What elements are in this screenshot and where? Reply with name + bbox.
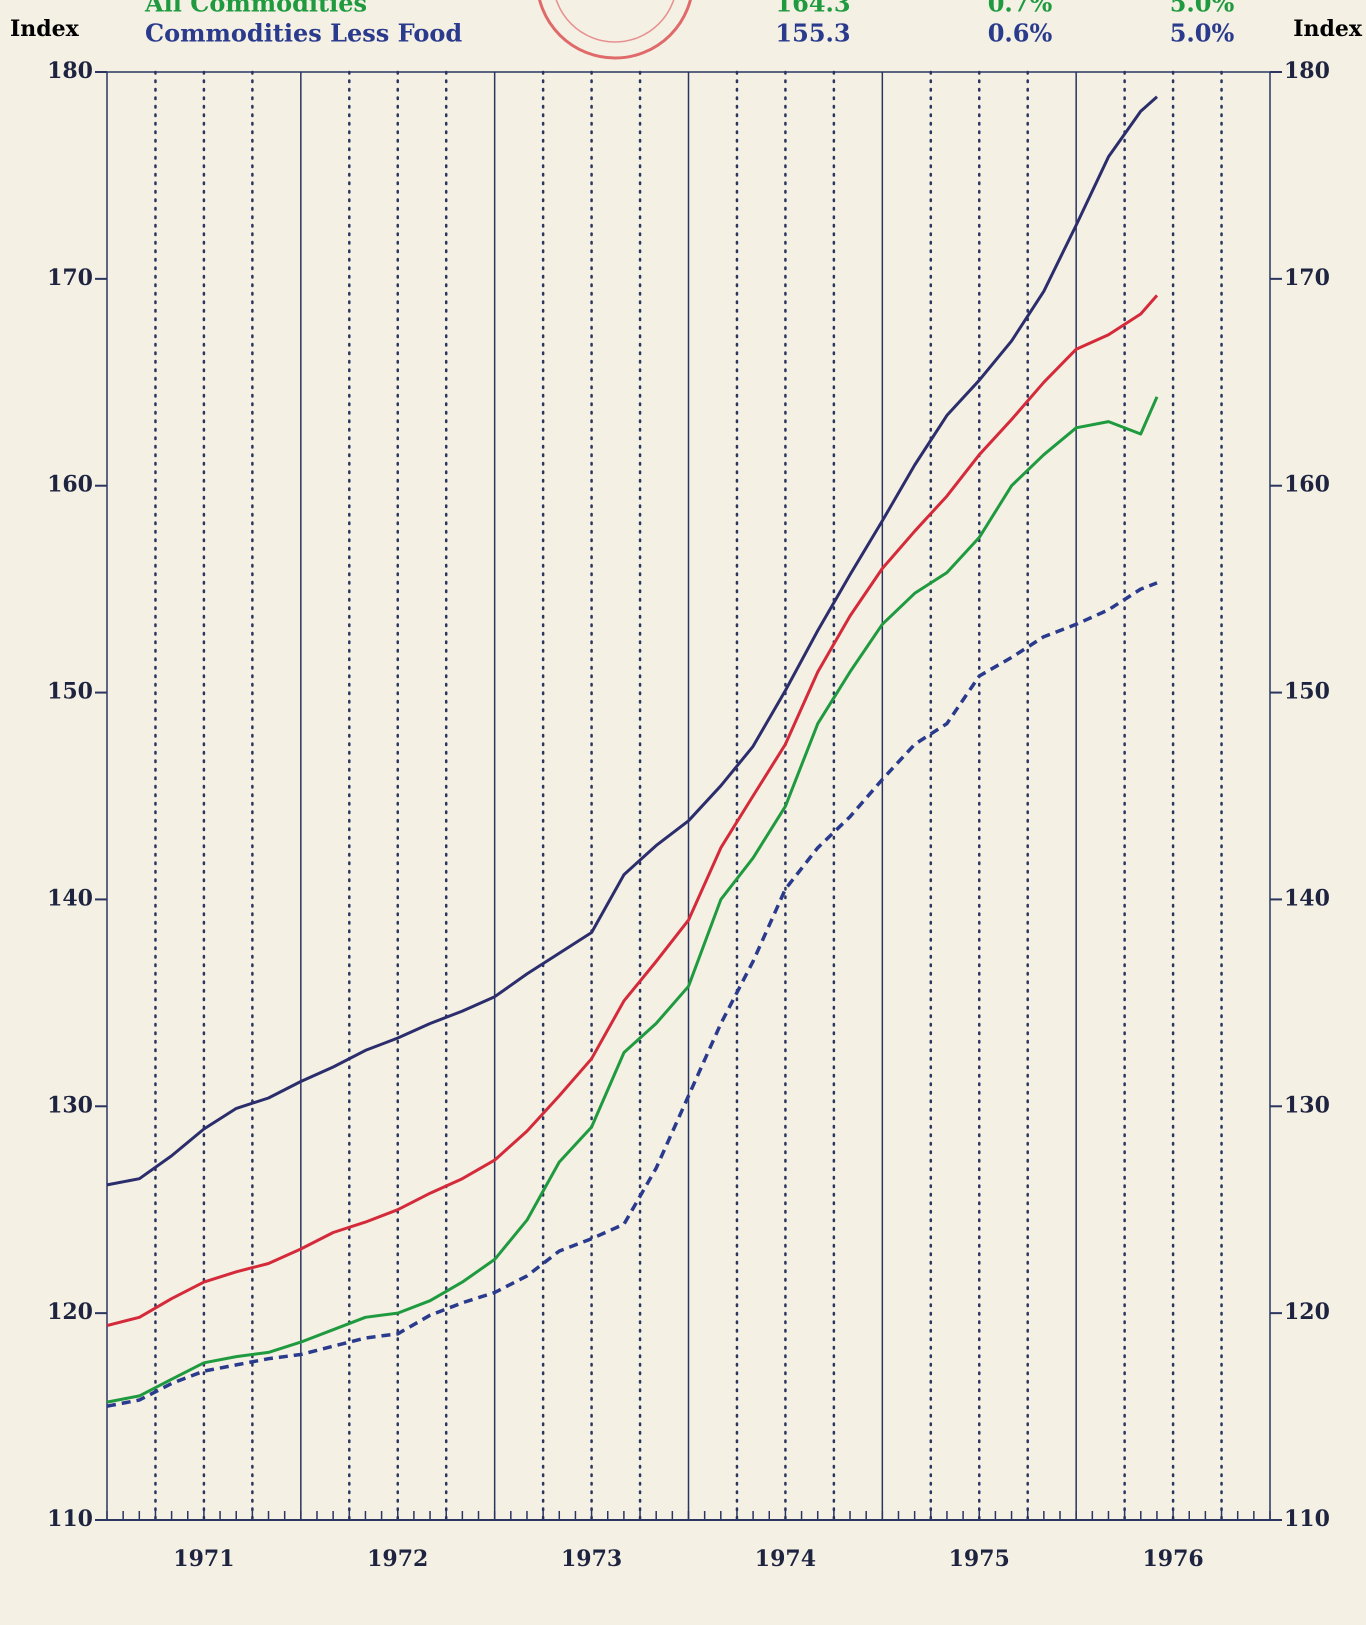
legend-summary: 5.0% xyxy=(1170,19,1235,48)
series-line xyxy=(106,294,1159,1328)
y2-axis-label: Index xyxy=(1293,16,1363,42)
x-tick-label: 1975 xyxy=(949,1546,1010,1572)
legend-label: Commodities Less Food xyxy=(145,19,462,48)
y-tick-label: 140 xyxy=(47,885,93,911)
y2-tick-label: 180 xyxy=(1284,58,1330,84)
x-tick-label: 1976 xyxy=(1142,1546,1203,1572)
y-tick-label: 170 xyxy=(47,265,93,291)
y-tick-label: 130 xyxy=(47,1092,93,1118)
stamp-inner xyxy=(555,0,675,43)
y-axis-label: Index xyxy=(10,16,80,42)
x-tick-label: 1974 xyxy=(755,1546,816,1572)
y-tick-label: 160 xyxy=(47,472,93,498)
y-tick-label: 150 xyxy=(47,679,93,705)
series-line xyxy=(106,581,1158,1408)
series-line xyxy=(106,396,1159,1404)
series-line xyxy=(106,95,1158,1187)
y2-tick-label: 150 xyxy=(1284,679,1330,705)
legend-summary: 164.3 xyxy=(775,0,850,18)
y-tick-label: 120 xyxy=(47,1299,93,1325)
legend-label: All Commodities xyxy=(144,0,367,18)
stamp xyxy=(538,0,692,60)
legend-summary: 155.3 xyxy=(775,19,850,48)
x-tick-label: 1971 xyxy=(173,1546,234,1572)
y2-tick-label: 130 xyxy=(1284,1092,1330,1118)
y2-tick-label: 110 xyxy=(1284,1506,1330,1532)
y-tick-label: 180 xyxy=(47,58,93,84)
y2-tick-label: 170 xyxy=(1284,265,1330,291)
x-tick-label: 1972 xyxy=(367,1546,428,1572)
y2-tick-label: 140 xyxy=(1284,885,1330,911)
legend-summary: 0.7% xyxy=(988,0,1053,18)
y2-tick-label: 120 xyxy=(1284,1299,1330,1325)
y2-tick-label: 160 xyxy=(1284,472,1330,498)
legend-summary: 0.6% xyxy=(988,19,1053,48)
y-tick-label: 110 xyxy=(47,1506,93,1532)
x-tick-label: 1973 xyxy=(561,1546,622,1572)
legend-summary: 5.0% xyxy=(1170,0,1235,18)
